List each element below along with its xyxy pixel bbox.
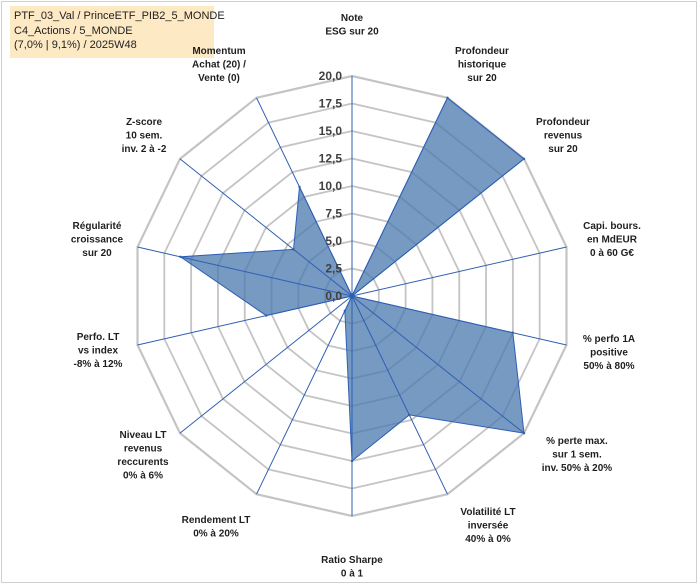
tick-label-5: 12,5 (319, 152, 343, 166)
data-point-12 (292, 248, 295, 251)
axis-label-line: positive (590, 348, 628, 359)
axis-label-line: inv. 2 à -2 (122, 144, 167, 155)
axis-spoke-4 (351, 295, 567, 346)
axis-label-line: Note (341, 13, 364, 24)
axis-label-8: Rendement LT 0% à 20% (182, 515, 251, 540)
axis-label-line: Rendement LT (182, 515, 251, 526)
axis-label-9: Niveau LT revenus reccurents 0% à 6% (117, 430, 169, 482)
axis-label-line: Ratio Sharpe (321, 555, 383, 566)
axis-label-6: Volatilité LT inversée 40% à 0% (460, 507, 515, 545)
axis-label-12: Z-score 10 sem. inv. 2 à -2 (122, 117, 167, 155)
axis-spoke-1 (351, 97, 448, 297)
tick-label-1: 2,5 (325, 262, 342, 276)
tick-label-6: 15,0 (319, 124, 343, 138)
data-point-13 (298, 185, 301, 189)
axis-spoke-9 (179, 295, 353, 434)
axis-label-line: % perte max. (546, 436, 608, 447)
axis-label-line: 0 à 60 G€ (590, 248, 634, 259)
header-line-2: C4_Actions / 5_MONDE (14, 24, 133, 37)
data-point-10 (265, 314, 268, 317)
axis-label-line: Perfo. LT (77, 332, 120, 343)
axis-label-line: 50% à 80% (583, 361, 634, 372)
axis-label-10: Perfo. LT vs index -8% à 12% (74, 332, 123, 370)
axis-label-5: % perte max. sur 1 sem. inv. 50% à 20% (542, 436, 613, 474)
axis-spoke-3 (351, 246, 567, 297)
axis-label-line: inv. 50% à 20% (542, 463, 613, 474)
tick-label-0: 0,0 (325, 289, 342, 303)
data-point-9 (350, 294, 354, 298)
axis-label-line: Volatilité LT (460, 507, 515, 518)
tick-label-4: 10,0 (319, 179, 343, 193)
tick-label-7: 17,5 (319, 97, 343, 111)
axis-label-line: inversée (468, 521, 509, 532)
axis-label-2: Profondeur revenus sur 20 (536, 117, 590, 155)
axis-label-line: reccurents (117, 457, 169, 468)
axis-label-line: revenus (124, 444, 163, 455)
axis-label-line: Profondeur (536, 117, 590, 128)
axis-spoke-11 (137, 246, 353, 297)
axis-label-line: 0 à 1 (341, 569, 364, 580)
axis-label-line: Niveau LT (119, 430, 166, 441)
axis-label-line: vs index (78, 346, 118, 357)
axis-label-11: Régularité croissance sur 20 (71, 221, 124, 259)
axis-label-7: Ratio Sharpe 0 à 1 (321, 555, 383, 580)
data-point-11 (179, 255, 182, 259)
axis-label-line: historique (458, 60, 507, 71)
axis-label-line: revenus (544, 131, 583, 142)
axis-label-line: sur 1 sem. (552, 450, 602, 461)
axis-spoke-13 (256, 97, 353, 297)
axis-spoke-2 (351, 158, 525, 297)
axis-label-1: Profondeur historique sur 20 (455, 46, 509, 84)
axis-label-line: Profondeur (455, 46, 509, 57)
axis-spoke-10 (137, 295, 353, 346)
axis-label-line: croissance (71, 235, 124, 246)
tick-label-3: 7,5 (325, 207, 342, 221)
axis-label-line: sur 20 (82, 248, 112, 259)
data-point-4 (511, 331, 515, 334)
axis-label-0: Note ESG sur 20 (325, 13, 379, 38)
header-line-1: PTF_03_Val / PrinceETF_PIB2_5_MONDE (14, 10, 225, 22)
axis-label-line: Capi. bours. (583, 221, 641, 232)
axis-spoke-6 (351, 295, 448, 495)
axis-label-line: Momentum (192, 46, 245, 57)
data-point-8 (343, 309, 347, 313)
axis-label-line: 0% à 20% (193, 529, 239, 540)
tick-label-8: 20,0 (319, 69, 343, 83)
axis-label-line: -8% à 12% (74, 359, 123, 370)
chart-header: PTF_03_Val / PrinceETF_PIB2_5_MONDE C4_A… (10, 6, 225, 58)
axis-spoke-5 (351, 295, 525, 434)
data-point-5 (522, 431, 526, 435)
axis-label-line: Vente (0) (198, 73, 240, 84)
axis-label-line: en MdEUR (587, 235, 638, 246)
axis-label-13: Momentum Achat (20) / Vente (0) (192, 46, 246, 84)
data-point-6 (408, 413, 411, 417)
axis-spoke-8 (256, 295, 353, 495)
axis-label-3: Capi. bours. en MdEUR 0 à 60 G€ (583, 221, 641, 259)
axis-label-line: Achat (20) / (192, 60, 246, 71)
axis-label-line: sur 20 (548, 144, 578, 155)
axis-label-line: ESG sur 20 (325, 27, 379, 38)
data-point-2 (522, 157, 526, 161)
header-line-3: (7,0% | 9,1%) / 2025W48 (14, 39, 137, 51)
axis-label-line: Régularité (73, 221, 122, 232)
axis-label-line: 10 sem. (126, 131, 163, 142)
axis-label-line: Z-score (126, 117, 163, 128)
data-point-7 (350, 459, 354, 463)
axis-spoke-12 (179, 158, 353, 297)
axis-label-line: 40% à 0% (465, 534, 511, 545)
tick-label-2: 5,0 (325, 234, 342, 248)
axis-label-4: % perfo 1A positive 50% à 80% (583, 334, 635, 372)
axis-label-line: 0% à 6% (123, 471, 163, 482)
axis-label-line: sur 20 (467, 73, 497, 84)
data-point-1 (446, 96, 449, 99)
axis-label-line: % perfo 1A (583, 334, 635, 345)
